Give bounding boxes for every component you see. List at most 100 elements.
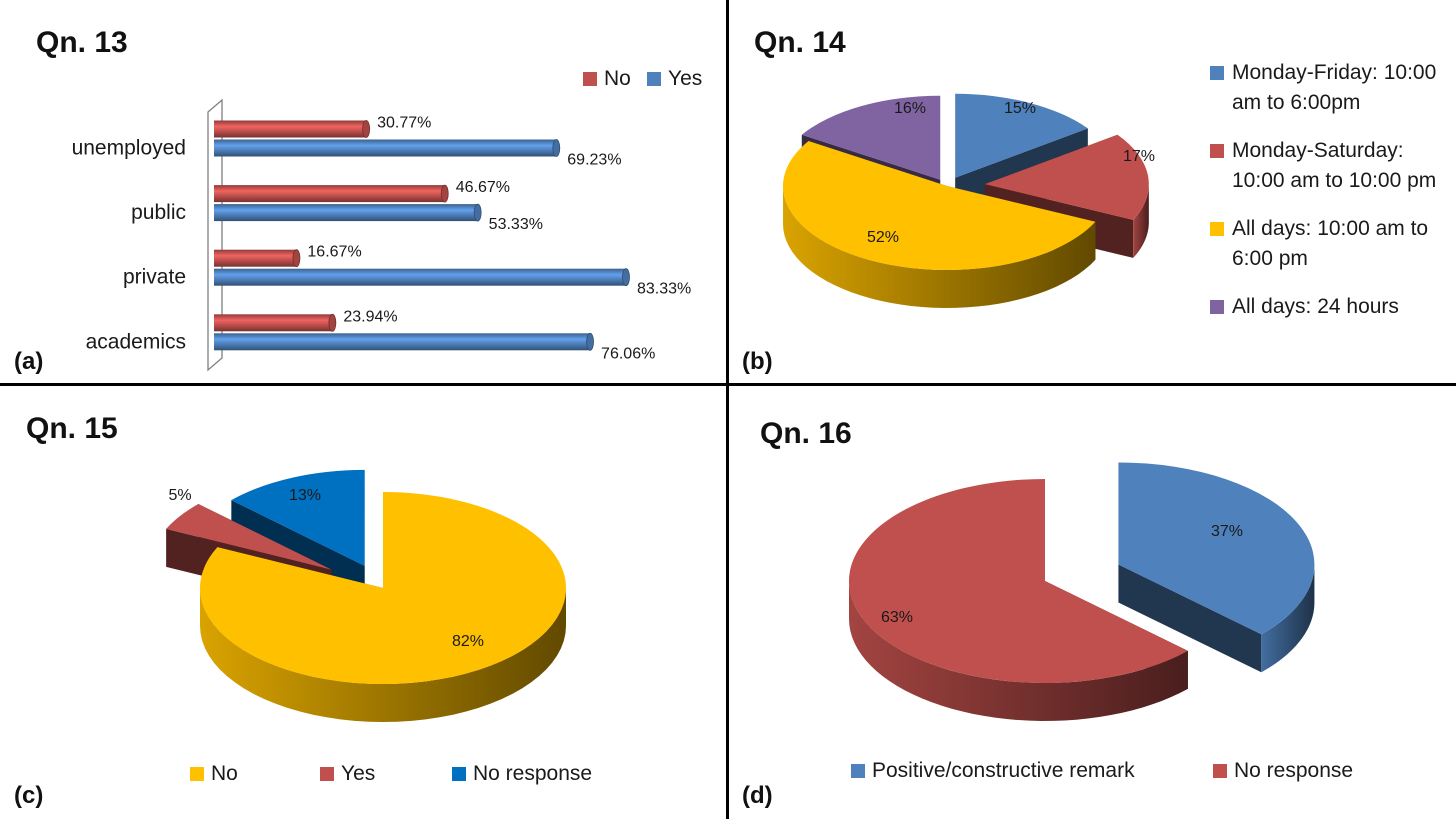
legend-label: Yes: [341, 762, 376, 785]
pie-chart-qn15: 82% 5% 13%: [166, 469, 566, 722]
legend-swatch: [452, 767, 466, 781]
pie-side: [1133, 184, 1149, 258]
pie-slice: [783, 140, 1096, 270]
pie-chart-qn16: 37% 63%: [849, 462, 1315, 721]
data-label: 15%: [1004, 100, 1036, 117]
panel-b-label: (b): [742, 348, 773, 375]
pie-slice: [955, 93, 1088, 178]
legend-swatch: [190, 767, 204, 781]
legend-swatch: [583, 72, 597, 86]
legend-item: All days: 24 hours: [1210, 292, 1454, 322]
category-label: private: [123, 266, 186, 289]
legend-label: Positive/constructive remark: [872, 759, 1135, 782]
bar-yes: [214, 139, 557, 157]
legend-swatch: [1210, 300, 1224, 314]
legend-label: No: [604, 67, 631, 90]
legend-label: All days: 24 hours: [1232, 295, 1399, 318]
panel-a-title: Qn. 13: [36, 26, 128, 59]
legend-swatch: [1210, 144, 1224, 158]
bar-cap: [586, 332, 594, 351]
bar-yes: [214, 333, 591, 351]
pie-slice: [849, 479, 1188, 683]
pie-side: [783, 186, 1096, 308]
data-label: 76.06%: [601, 345, 655, 362]
data-label: 63%: [881, 609, 913, 626]
pie-side: [200, 588, 566, 722]
bar-chart-qn13: unemployed 30.77% 69.23% public 46.67% 53.33%…: [72, 98, 691, 372]
panel-a-label: (a): [14, 348, 44, 375]
legend-label: Monday-Friday: 10:00 am to 6:00pm: [1232, 61, 1437, 114]
pie-slice: [166, 504, 332, 570]
legend-swatch: [320, 767, 334, 781]
bar-no: [214, 249, 297, 267]
data-label: 52%: [867, 229, 899, 246]
legend-item-no-response: No response: [1213, 759, 1353, 783]
legend-label: Yes: [668, 67, 703, 90]
bar-cap: [292, 249, 301, 268]
bar-cap: [440, 184, 449, 203]
legend-label: No response: [473, 762, 593, 785]
legend-label: No response: [1234, 759, 1354, 782]
legend-swatch: [1210, 222, 1224, 236]
legend-item: All days: 10:00 am to 6:00 pm: [1210, 214, 1454, 274]
pie-side: [1118, 564, 1262, 673]
horizontal-divider: [0, 383, 1456, 386]
legend-qn14: Monday-Friday: 10:00 am to 6:00pm Monday…: [1210, 58, 1454, 340]
legend-item: Monday-Saturday: 10:00 am to 10:00 pm: [1210, 136, 1454, 196]
panel-d-label: (d): [742, 782, 773, 809]
vertical-divider: [726, 0, 729, 819]
pie-slice: [199, 492, 566, 684]
legend-label: All days: 10:00 am to 6:00 pm: [1232, 217, 1429, 270]
data-label: 5%: [168, 487, 191, 504]
pie-slice: [231, 469, 365, 566]
panel-b-title: Qn. 14: [754, 26, 846, 59]
pie-side: [849, 581, 1188, 721]
bar-no: [214, 185, 445, 203]
legend-item-no: No: [190, 762, 238, 786]
legend-item-positive: Positive/constructive remark: [851, 759, 1135, 783]
legend-item-no: No: [583, 67, 631, 91]
bar-yes: [214, 268, 626, 286]
data-label: 37%: [1211, 523, 1243, 540]
pie-chart-qn14: 15% 17% 52% 16%: [783, 93, 1155, 308]
legend-swatch: [647, 72, 661, 86]
pie-slice: [801, 95, 941, 180]
pie-slice: [1118, 462, 1315, 635]
axis-wall: [207, 98, 223, 372]
data-label: 53.33%: [489, 216, 543, 233]
data-label: 13%: [289, 487, 321, 504]
data-label: 17%: [1123, 148, 1155, 165]
bar-no: [214, 120, 367, 138]
data-label: 46.67%: [456, 179, 510, 196]
bar-cap: [552, 139, 561, 157]
bar-yes: [214, 204, 478, 222]
category-label: unemployed: [72, 137, 186, 160]
legend-swatch: [1210, 66, 1224, 80]
data-label: 82%: [452, 633, 484, 650]
category-label: public: [131, 201, 186, 224]
bar-cap: [473, 203, 482, 222]
data-label: 23.94%: [343, 308, 397, 325]
legend-item-no-response: No response: [452, 762, 592, 786]
pie-slice: [984, 134, 1149, 220]
legend-swatch: [851, 764, 865, 778]
panel-c-title: Qn. 15: [26, 412, 118, 445]
panel-d-title: Qn. 16: [760, 417, 852, 450]
legend-label: Monday-Saturday: 10:00 am to 10:00 pm: [1232, 139, 1437, 192]
bar-cap: [328, 313, 337, 332]
panel-c-label: (c): [14, 782, 44, 809]
data-label: 30.77%: [377, 115, 431, 132]
category-label: academics: [86, 330, 186, 353]
bar-cap: [622, 268, 630, 287]
data-label: 16%: [894, 100, 926, 117]
bar-no: [214, 314, 333, 332]
data-label: 16.67%: [307, 244, 361, 261]
legend-item-yes: Yes: [320, 762, 375, 786]
data-label: 83.33%: [637, 281, 691, 298]
pie-side: [1261, 564, 1315, 673]
legend-label: No: [211, 762, 238, 785]
bar-cap: [362, 120, 371, 138]
legend-swatch: [1213, 764, 1227, 778]
data-label: 69.23%: [567, 152, 621, 169]
legend-item: Monday-Friday: 10:00 am to 6:00pm: [1210, 58, 1454, 118]
